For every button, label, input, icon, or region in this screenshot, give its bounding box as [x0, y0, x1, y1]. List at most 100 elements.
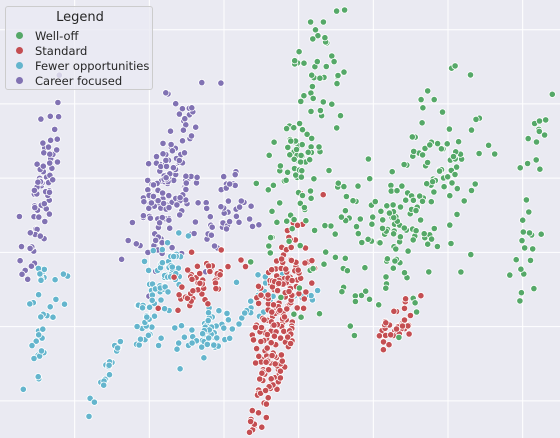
point-career-focused	[235, 218, 243, 226]
point-career-focused	[162, 89, 170, 97]
point-fewer-opportunities	[200, 354, 208, 362]
point-standard	[188, 275, 196, 283]
point-career-focused	[40, 149, 48, 157]
point-well-off	[302, 217, 310, 225]
legend-marker-career-focused	[16, 77, 23, 84]
point-fewer-opportunities	[116, 337, 125, 346]
point-fewer-opportunities	[135, 341, 143, 349]
legend-marker-well-off	[16, 32, 23, 39]
point-career-focused	[49, 176, 57, 184]
point-standard	[263, 344, 271, 352]
point-well-off	[270, 138, 278, 146]
point-fewer-opportunities	[140, 257, 149, 265]
point-well-off	[341, 254, 349, 262]
point-well-off	[308, 134, 316, 142]
point-well-off	[368, 220, 376, 228]
point-well-off	[388, 168, 396, 176]
point-standard	[189, 287, 197, 295]
point-well-off	[517, 289, 526, 297]
point-well-off	[445, 125, 453, 133]
point-well-off	[300, 59, 308, 67]
point-standard	[212, 284, 220, 293]
point-standard	[175, 291, 183, 299]
point-well-off	[296, 199, 304, 207]
legend-item-standard: Standard	[16, 44, 87, 59]
point-standard	[308, 256, 316, 265]
point-well-off	[446, 192, 454, 200]
point-career-focused	[236, 203, 244, 211]
point-well-off	[530, 284, 538, 293]
point-career-focused	[162, 174, 170, 182]
point-fewer-opportunities	[37, 347, 46, 355]
point-well-off	[304, 148, 312, 156]
point-career-focused	[26, 244, 34, 252]
point-well-off	[295, 119, 304, 128]
point-standard	[276, 306, 284, 314]
point-standard	[257, 291, 265, 299]
point-standard	[278, 357, 286, 365]
point-fewer-opportunities	[26, 300, 34, 308]
point-standard	[387, 331, 395, 339]
point-standard	[196, 269, 204, 278]
point-well-off	[300, 92, 308, 100]
point-fewer-opportunities	[204, 309, 213, 317]
point-well-off	[297, 313, 305, 321]
point-career-focused	[46, 159, 54, 167]
point-career-focused	[33, 160, 41, 168]
point-well-off	[532, 138, 541, 146]
point-career-focused	[255, 221, 263, 229]
point-fewer-opportunities	[188, 326, 196, 334]
point-standard	[405, 330, 413, 338]
point-well-off	[535, 117, 544, 125]
point-well-off	[537, 230, 545, 238]
point-well-off	[309, 35, 317, 43]
point-well-off	[309, 264, 317, 273]
point-well-off	[409, 236, 417, 244]
point-fewer-opportunities	[235, 320, 243, 328]
point-well-off	[358, 238, 366, 247]
point-well-off	[316, 74, 324, 82]
point-standard	[260, 316, 268, 324]
point-well-off	[316, 106, 324, 115]
point-fewer-opportunities	[51, 276, 59, 284]
point-fewer-opportunities	[204, 316, 212, 325]
point-career-focused	[165, 216, 173, 224]
point-well-off	[269, 181, 277, 189]
point-standard	[270, 321, 278, 329]
point-well-off	[333, 80, 341, 88]
point-career-focused	[173, 201, 181, 209]
point-well-off	[334, 179, 342, 187]
point-well-off	[451, 170, 459, 179]
point-career-focused	[39, 139, 47, 147]
point-fewer-opportunities	[180, 333, 188, 341]
point-well-off	[349, 197, 357, 205]
point-well-off	[284, 143, 292, 151]
point-standard	[385, 341, 393, 349]
point-well-off	[309, 94, 317, 103]
point-well-off	[247, 258, 255, 266]
point-standard	[249, 336, 258, 344]
point-career-focused	[217, 203, 225, 211]
point-standard	[264, 394, 272, 402]
point-fewer-opportunities	[188, 339, 196, 347]
point-well-off	[418, 197, 427, 205]
point-career-focused	[44, 143, 53, 151]
point-career-focused	[41, 217, 49, 226]
point-well-off	[296, 158, 305, 166]
point-fewer-opportunities	[223, 309, 231, 317]
point-standard	[282, 265, 290, 273]
point-fewer-opportunities	[210, 341, 218, 349]
point-well-off	[451, 62, 459, 70]
point-fewer-opportunities	[46, 303, 54, 311]
point-well-off	[290, 216, 298, 224]
point-fewer-opportunities	[199, 330, 207, 338]
point-well-off	[391, 257, 399, 265]
point-well-off	[423, 158, 432, 167]
point-career-focused	[24, 275, 32, 283]
point-fewer-opportunities	[254, 271, 262, 279]
point-career-focused	[16, 257, 24, 265]
point-career-focused	[192, 123, 200, 131]
point-career-focused	[162, 162, 171, 170]
point-well-off	[424, 240, 432, 248]
point-standard	[257, 337, 265, 346]
